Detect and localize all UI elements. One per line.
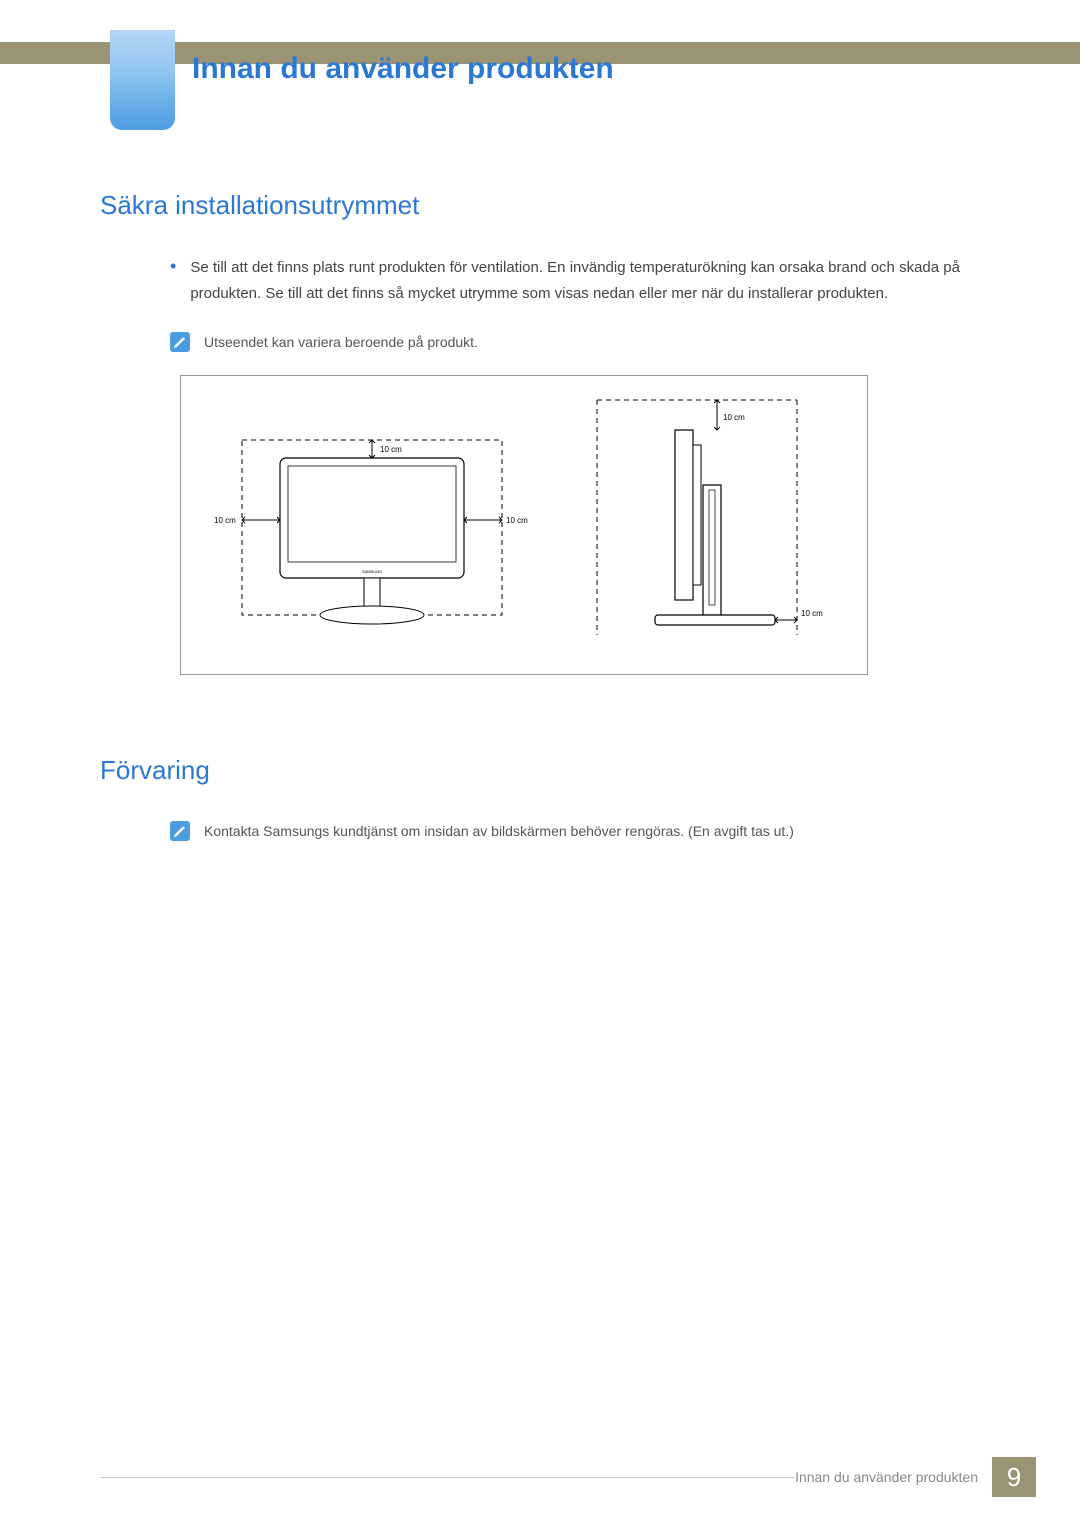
note-icon xyxy=(170,821,190,841)
bullet-text: Se till att det finns plats runt produkt… xyxy=(190,255,980,307)
content-area: Säkra installationsutrymmet • Se till at… xyxy=(100,190,980,864)
note-text-storage: Kontakta Samsungs kundtjänst om insidan … xyxy=(204,820,794,842)
footer: Innan du använder produkten 9 xyxy=(100,1457,1036,1497)
label-side-top: 10 cm xyxy=(723,413,745,422)
note-block: Utseendet kan variera beroende på produk… xyxy=(170,331,980,353)
clearance-diagram: SAMSUNG 10 cm 10 cm 10 cm xyxy=(180,375,868,675)
label-front-right: 10 cm xyxy=(506,516,528,525)
label-side-back: 10 cm xyxy=(801,609,823,618)
chapter-tab xyxy=(110,30,175,130)
section-heading-installation: Säkra installationsutrymmet xyxy=(100,190,980,221)
label-front-left: 10 cm xyxy=(214,516,236,525)
section-heading-storage: Förvaring xyxy=(100,755,980,786)
bullet-icon: • xyxy=(170,255,176,307)
monitor-front-diagram: SAMSUNG 10 cm 10 cm 10 cm xyxy=(202,390,542,660)
page-title: Innan du använder produkten xyxy=(192,52,614,86)
note-icon xyxy=(170,332,190,352)
page-number: 9 xyxy=(992,1457,1036,1497)
monitor-side-diagram: 10 cm 10 cm xyxy=(567,390,847,660)
note-text: Utseendet kan variera beroende på produk… xyxy=(204,331,478,353)
label-front-top: 10 cm xyxy=(380,445,402,454)
brand-label: SAMSUNG xyxy=(361,569,381,574)
footer-label: Innan du använder produkten xyxy=(795,1469,978,1485)
section-storage: Förvaring Kontakta Samsungs kundtjänst o… xyxy=(100,755,980,842)
footer-divider xyxy=(100,1477,795,1478)
note-block-storage: Kontakta Samsungs kundtjänst om insidan … xyxy=(170,820,980,842)
bullet-block: • Se till att det finns plats runt produ… xyxy=(170,255,980,307)
